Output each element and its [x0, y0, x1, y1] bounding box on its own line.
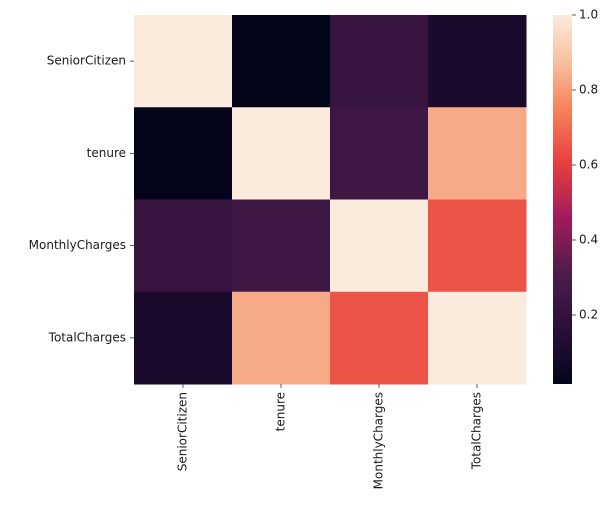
heatmap-cell [330, 107, 429, 200]
column-label: SeniorCitizen [176, 392, 190, 471]
colorbar-tick-label: 0.4 [579, 233, 598, 247]
row-label: TotalCharges [48, 330, 126, 344]
heatmap-cell [428, 15, 527, 108]
heatmap-cells [134, 15, 527, 385]
heatmap-cell [330, 291, 429, 385]
colorbar-ticks: 0.2 0.4 0.6 0.8 1.0 [572, 8, 598, 322]
row-label: MonthlyCharges [29, 238, 126, 252]
colorbar-gradient [553, 15, 572, 384]
heatmap-cell [232, 15, 331, 108]
heatmap-cell [428, 199, 527, 293]
row-label: SeniorCitizen [47, 54, 126, 68]
heatmap-cell [134, 291, 233, 385]
heatmap-cell [134, 107, 233, 200]
colorbar-tick-label: 0.6 [579, 158, 598, 172]
heatmap-cell [428, 107, 527, 200]
heatmap-cell [232, 291, 331, 385]
column-labels: SeniorCitizen tenure MonthlyCharges TotalCh… [176, 384, 484, 489]
heatmap-cell [134, 199, 233, 293]
colorbar-tick-label: 0.8 [579, 83, 598, 97]
column-label: TotalCharges [470, 392, 484, 470]
heatmap-cell [330, 15, 429, 108]
row-labels: SeniorCitizen tenure MonthlyCharges TotalCh… [29, 54, 134, 344]
colorbar-tick-label: 0.2 [579, 308, 598, 322]
heatmap-cell [232, 199, 331, 293]
colorbar: 0.2 0.4 0.6 0.8 1.0 [553, 8, 598, 384]
heatmap-cell [232, 107, 331, 200]
column-label: MonthlyCharges [372, 392, 386, 489]
heatmap-cell [330, 199, 429, 293]
heatmap-cell [428, 291, 527, 385]
colorbar-tick-label: 1.0 [579, 8, 598, 22]
column-label: tenure [274, 392, 288, 431]
row-label: tenure [87, 146, 126, 160]
heatmap-cell [134, 15, 233, 108]
